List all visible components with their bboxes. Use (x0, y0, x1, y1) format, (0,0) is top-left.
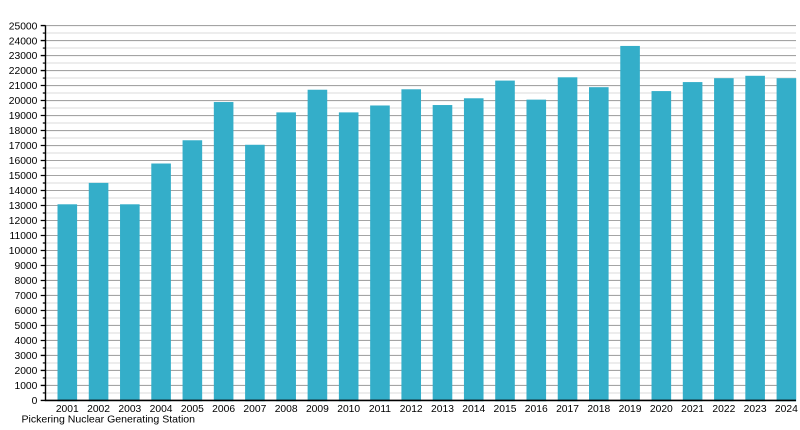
svg-text:2020: 2020 (650, 404, 673, 415)
svg-text:Pickering Nuclear Generating S: Pickering Nuclear Generating Station (22, 413, 196, 425)
svg-text:22000: 22000 (9, 66, 38, 77)
svg-text:11000: 11000 (10, 231, 38, 242)
svg-text:2018: 2018 (587, 404, 610, 415)
svg-text:2012: 2012 (400, 404, 423, 415)
svg-text:2017: 2017 (556, 404, 579, 415)
svg-text:2013: 2013 (431, 404, 454, 415)
svg-text:2004: 2004 (150, 404, 173, 415)
svg-text:4000: 4000 (14, 336, 37, 347)
svg-text:20000: 20000 (9, 96, 38, 107)
svg-text:2016: 2016 (525, 404, 548, 415)
svg-text:2007: 2007 (243, 404, 266, 415)
svg-text:2022: 2022 (712, 404, 735, 415)
svg-text:9000: 9000 (14, 261, 37, 272)
svg-text:12000: 12000 (9, 216, 38, 227)
svg-text:25000: 25000 (9, 21, 38, 32)
svg-text:17000: 17000 (9, 141, 38, 152)
svg-text:19000: 19000 (9, 111, 38, 122)
svg-text:2005: 2005 (181, 404, 204, 415)
svg-text:2001: 2001 (56, 404, 79, 415)
svg-text:2010: 2010 (337, 404, 360, 415)
svg-text:0: 0 (32, 396, 38, 407)
svg-text:8000: 8000 (14, 276, 37, 287)
svg-text:7000: 7000 (14, 291, 37, 302)
svg-text:2024: 2024 (775, 404, 798, 415)
svg-text:6000: 6000 (14, 306, 37, 317)
svg-text:2023: 2023 (744, 404, 767, 415)
svg-text:2019: 2019 (619, 404, 642, 415)
svg-text:14000: 14000 (9, 186, 38, 197)
svg-text:13000: 13000 (9, 201, 38, 212)
svg-text:2009: 2009 (306, 404, 329, 415)
svg-text:2000: 2000 (14, 366, 37, 377)
svg-text:2006: 2006 (212, 404, 235, 415)
svg-text:15000: 15000 (9, 171, 38, 182)
svg-text:10000: 10000 (9, 246, 38, 257)
svg-text:24000: 24000 (9, 36, 38, 47)
svg-text:2002: 2002 (87, 404, 110, 415)
svg-text:1000: 1000 (14, 381, 37, 392)
svg-text:2021: 2021 (681, 404, 704, 415)
svg-text:21000: 21000 (9, 81, 38, 92)
svg-text:5000: 5000 (14, 321, 37, 332)
svg-text:23000: 23000 (9, 51, 38, 62)
svg-text:2003: 2003 (118, 404, 141, 415)
svg-text:3000: 3000 (14, 351, 37, 362)
svg-text:18000: 18000 (9, 126, 38, 137)
svg-text:16000: 16000 (9, 156, 38, 167)
svg-text:2014: 2014 (462, 404, 485, 415)
svg-text:2008: 2008 (275, 404, 298, 415)
svg-text:2011: 2011 (369, 404, 391, 415)
svg-text:2015: 2015 (494, 404, 517, 415)
